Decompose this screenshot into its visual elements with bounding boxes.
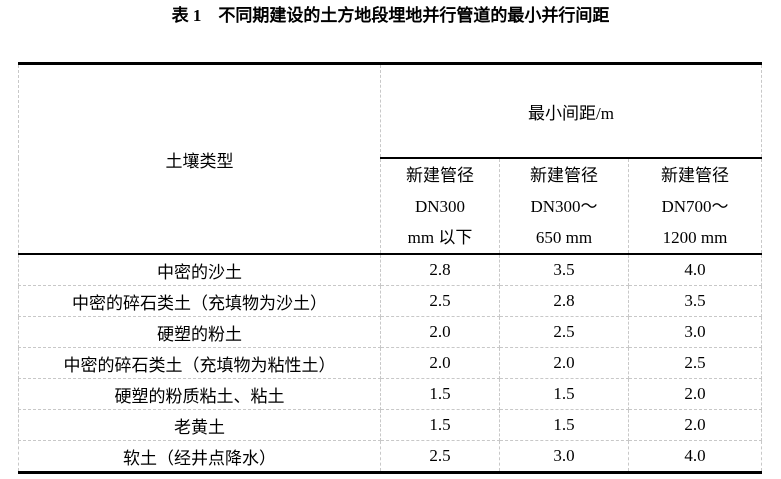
table-title: 表 1 不同期建设的土方地段埋地并行管道的最小并行间距 <box>171 6 610 25</box>
header-line: DN300～ <box>530 196 598 216</box>
spacing-value-cell: 2.5 <box>499 316 629 348</box>
spacing-value-cell: 2.0 <box>628 378 762 410</box>
table-row: 中密的碎石类土（充填物为沙土） 2.5 2.8 3.5 <box>18 285 762 317</box>
table-row: 软土（经井点降水） 2.5 3.0 4.0 <box>18 440 762 474</box>
header-line: 新建管径 <box>406 165 474 185</box>
column-header-dn300-below: 新建管径 DN300 mm 以下 <box>380 157 500 255</box>
spacing-value-cell: 2.5 <box>380 440 500 474</box>
table-row: 硬塑的粉质粘土、粘土 1.5 1.5 2.0 <box>18 378 762 410</box>
spacing-value-cell: 1.5 <box>499 409 629 441</box>
spacing-value-cell: 2.0 <box>628 409 762 441</box>
spacing-value-cell: 2.8 <box>380 253 500 286</box>
soil-type-cell: 老黄土 <box>18 409 381 441</box>
table-row: 中密的碎石类土（充填物为粘性土） 2.0 2.0 2.5 <box>18 347 762 379</box>
soil-type-cell: 硬塑的粉土 <box>18 316 381 348</box>
spacing-value-cell: 2.8 <box>499 285 629 317</box>
spacing-value-cell: 3.5 <box>499 253 629 286</box>
header-line: DN700～ <box>661 196 729 216</box>
soil-type-cell: 中密的沙土 <box>18 253 381 286</box>
spacing-value-cell: 2.5 <box>380 285 500 317</box>
soil-type-cell: 软土（经井点降水） <box>18 440 381 474</box>
spacing-value-cell: 4.0 <box>628 253 762 286</box>
spacing-value-cell: 1.5 <box>380 409 500 441</box>
spacing-value-cell: 4.0 <box>628 440 762 474</box>
column-header-dn300-650: 新建管径 DN300～ 650 mm <box>499 157 629 255</box>
column-header-dn700-1200: 新建管径 DN700～ 1200 mm <box>628 157 762 255</box>
header-line: 新建管径 <box>661 165 729 185</box>
spacing-value-cell: 1.5 <box>499 378 629 410</box>
spacing-value-cell: 2.0 <box>499 347 629 379</box>
header-line: 新建管径 <box>530 165 598 185</box>
spacing-value-cell: 2.0 <box>380 347 500 379</box>
spacing-value-cell: 1.5 <box>380 378 500 410</box>
soil-type-header: 土壤类型 <box>18 62 381 255</box>
soil-type-cell: 中密的碎石类土（充填物为沙土） <box>18 285 381 317</box>
table-row: 硬塑的粉土 2.0 2.5 3.0 <box>18 316 762 348</box>
spacing-value-cell: 3.5 <box>628 285 762 317</box>
header-line: DN300 <box>414 196 466 216</box>
header-line: 1200 mm <box>662 227 728 247</box>
spacing-value-cell: 2.0 <box>380 316 500 348</box>
table-row: 老黄土 1.5 1.5 2.0 <box>18 409 762 441</box>
min-spacing-table: 土壤类型 最小间距/m 新建管径 DN300 mm 以下 新建管径 DN300～ 650… <box>18 62 762 474</box>
soil-type-cell: 硬塑的粉质粘土、粘土 <box>18 378 381 410</box>
spacing-value-cell: 3.0 <box>499 440 629 474</box>
subheader-row: 新建管径 DN300 mm 以下 新建管径 DN300～ 650 mm 新建管径 DN70… <box>19 157 762 255</box>
table-row: 中密的沙土 2.8 3.5 4.0 <box>18 253 762 286</box>
soil-type-cell: 中密的碎石类土（充填物为粘性土） <box>18 347 381 379</box>
spacing-value-cell: 2.5 <box>628 347 762 379</box>
spacing-value-cell: 3.0 <box>628 316 762 348</box>
min-spacing-header: 最小间距/m <box>380 62 762 159</box>
header-line: mm 以下 <box>407 227 473 247</box>
header-row: 土壤类型 最小间距/m <box>18 62 762 255</box>
header-line: 650 mm <box>535 227 593 247</box>
